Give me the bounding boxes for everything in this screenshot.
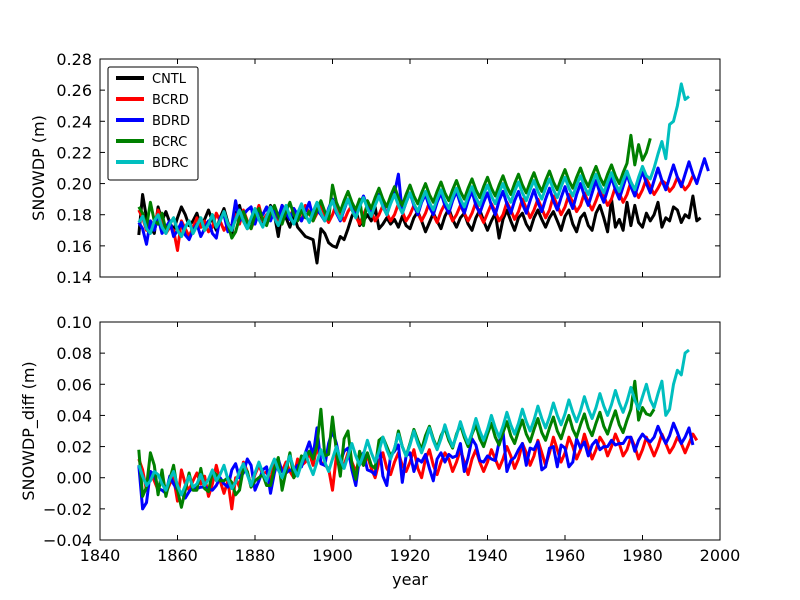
x-tick-label: 1840 xyxy=(80,546,121,565)
legend-box xyxy=(107,66,199,181)
top-y-tick-label: 0.22 xyxy=(56,143,92,162)
x-tick-label: 1900 xyxy=(312,546,353,565)
top-y-tick-label: 0.24 xyxy=(56,112,92,131)
bottom-y-tick-label: 0.04 xyxy=(56,406,92,425)
bottom-y-tick-label: 0.08 xyxy=(56,344,92,363)
x-tick-label: 1860 xyxy=(157,546,198,565)
top-y-axis: 0.14 0.16 0.18 0.20 0.22 0.24 0.26 0.28 xyxy=(56,50,720,287)
top-x-axis xyxy=(99,59,721,277)
bottom-y-tick-label: 0.10 xyxy=(56,313,92,332)
bottom-series-line-bcrd xyxy=(137,432,699,511)
bottom-series-lines xyxy=(137,348,699,511)
top-series-line-bdrc xyxy=(137,82,690,238)
bottom-series-line-bdrc xyxy=(137,348,690,497)
x-tick-label: 1940 xyxy=(467,546,508,565)
bottom-x-axis: 1840 1860 1880 1900 1920 1940 1960 1980 2000 xyxy=(80,322,741,565)
top-y-tick-label: 0.18 xyxy=(56,206,92,225)
top-y-axis-label: SNOWDP (m) xyxy=(29,115,48,221)
bottom-y-axis: −0.04 −0.02 0.00 0.02 0.04 0.06 0.08 0.10 xyxy=(43,313,720,550)
bottom-y-axis-label: SNOWDP_diff (m) xyxy=(19,361,39,500)
bottom-series-line-bdrd xyxy=(137,421,695,511)
top-y-tick-label: 0.14 xyxy=(56,268,92,287)
legend-label-bcrc: BCRC xyxy=(152,135,187,150)
bottom-plot: −0.04−0.020.000.020.040.060.080.10 1840 1… xyxy=(19,313,740,589)
bottom-y-tick-label: 0.06 xyxy=(56,375,92,394)
legend-label-bdrd: BDRD xyxy=(152,114,190,129)
x-tick-label: 1920 xyxy=(390,546,431,565)
bottom-y-tick-label: −0.04 xyxy=(43,531,92,550)
legend-label-cntl: CNTL xyxy=(152,72,187,87)
top-plot-area xyxy=(100,59,720,277)
bottom-y-tick-label: 0.00 xyxy=(56,469,92,488)
x-axis-label: year xyxy=(392,570,428,589)
top-y-tick-label: 0.20 xyxy=(56,175,92,194)
top-y-tick-label: 0.26 xyxy=(56,81,92,100)
top-plot: 0.14 0.16 0.18 0.20 0.22 0.24 0.26 0.28 SNOWDP … xyxy=(29,50,721,287)
legend-label-bcrd: BCRD xyxy=(152,93,189,108)
x-tick-label: 1880 xyxy=(235,546,276,565)
legend-label-bdrc: BDRC xyxy=(152,156,188,171)
x-tick-label: 1960 xyxy=(545,546,586,565)
x-tick-label: 1980 xyxy=(622,546,663,565)
bottom-y-tick-label: −0.02 xyxy=(43,500,92,519)
bottom-y-tick-label: 0.02 xyxy=(56,438,92,457)
bottom-plot-area xyxy=(100,322,720,540)
top-y-tick-label: 0.16 xyxy=(56,237,92,256)
x-tick-label: 2000 xyxy=(700,546,741,565)
top-y-tick-label: 0.28 xyxy=(56,50,92,69)
legend: CNTL BCRD BDRD BCRC BDRC xyxy=(107,66,199,181)
top-series-lines xyxy=(137,82,710,265)
